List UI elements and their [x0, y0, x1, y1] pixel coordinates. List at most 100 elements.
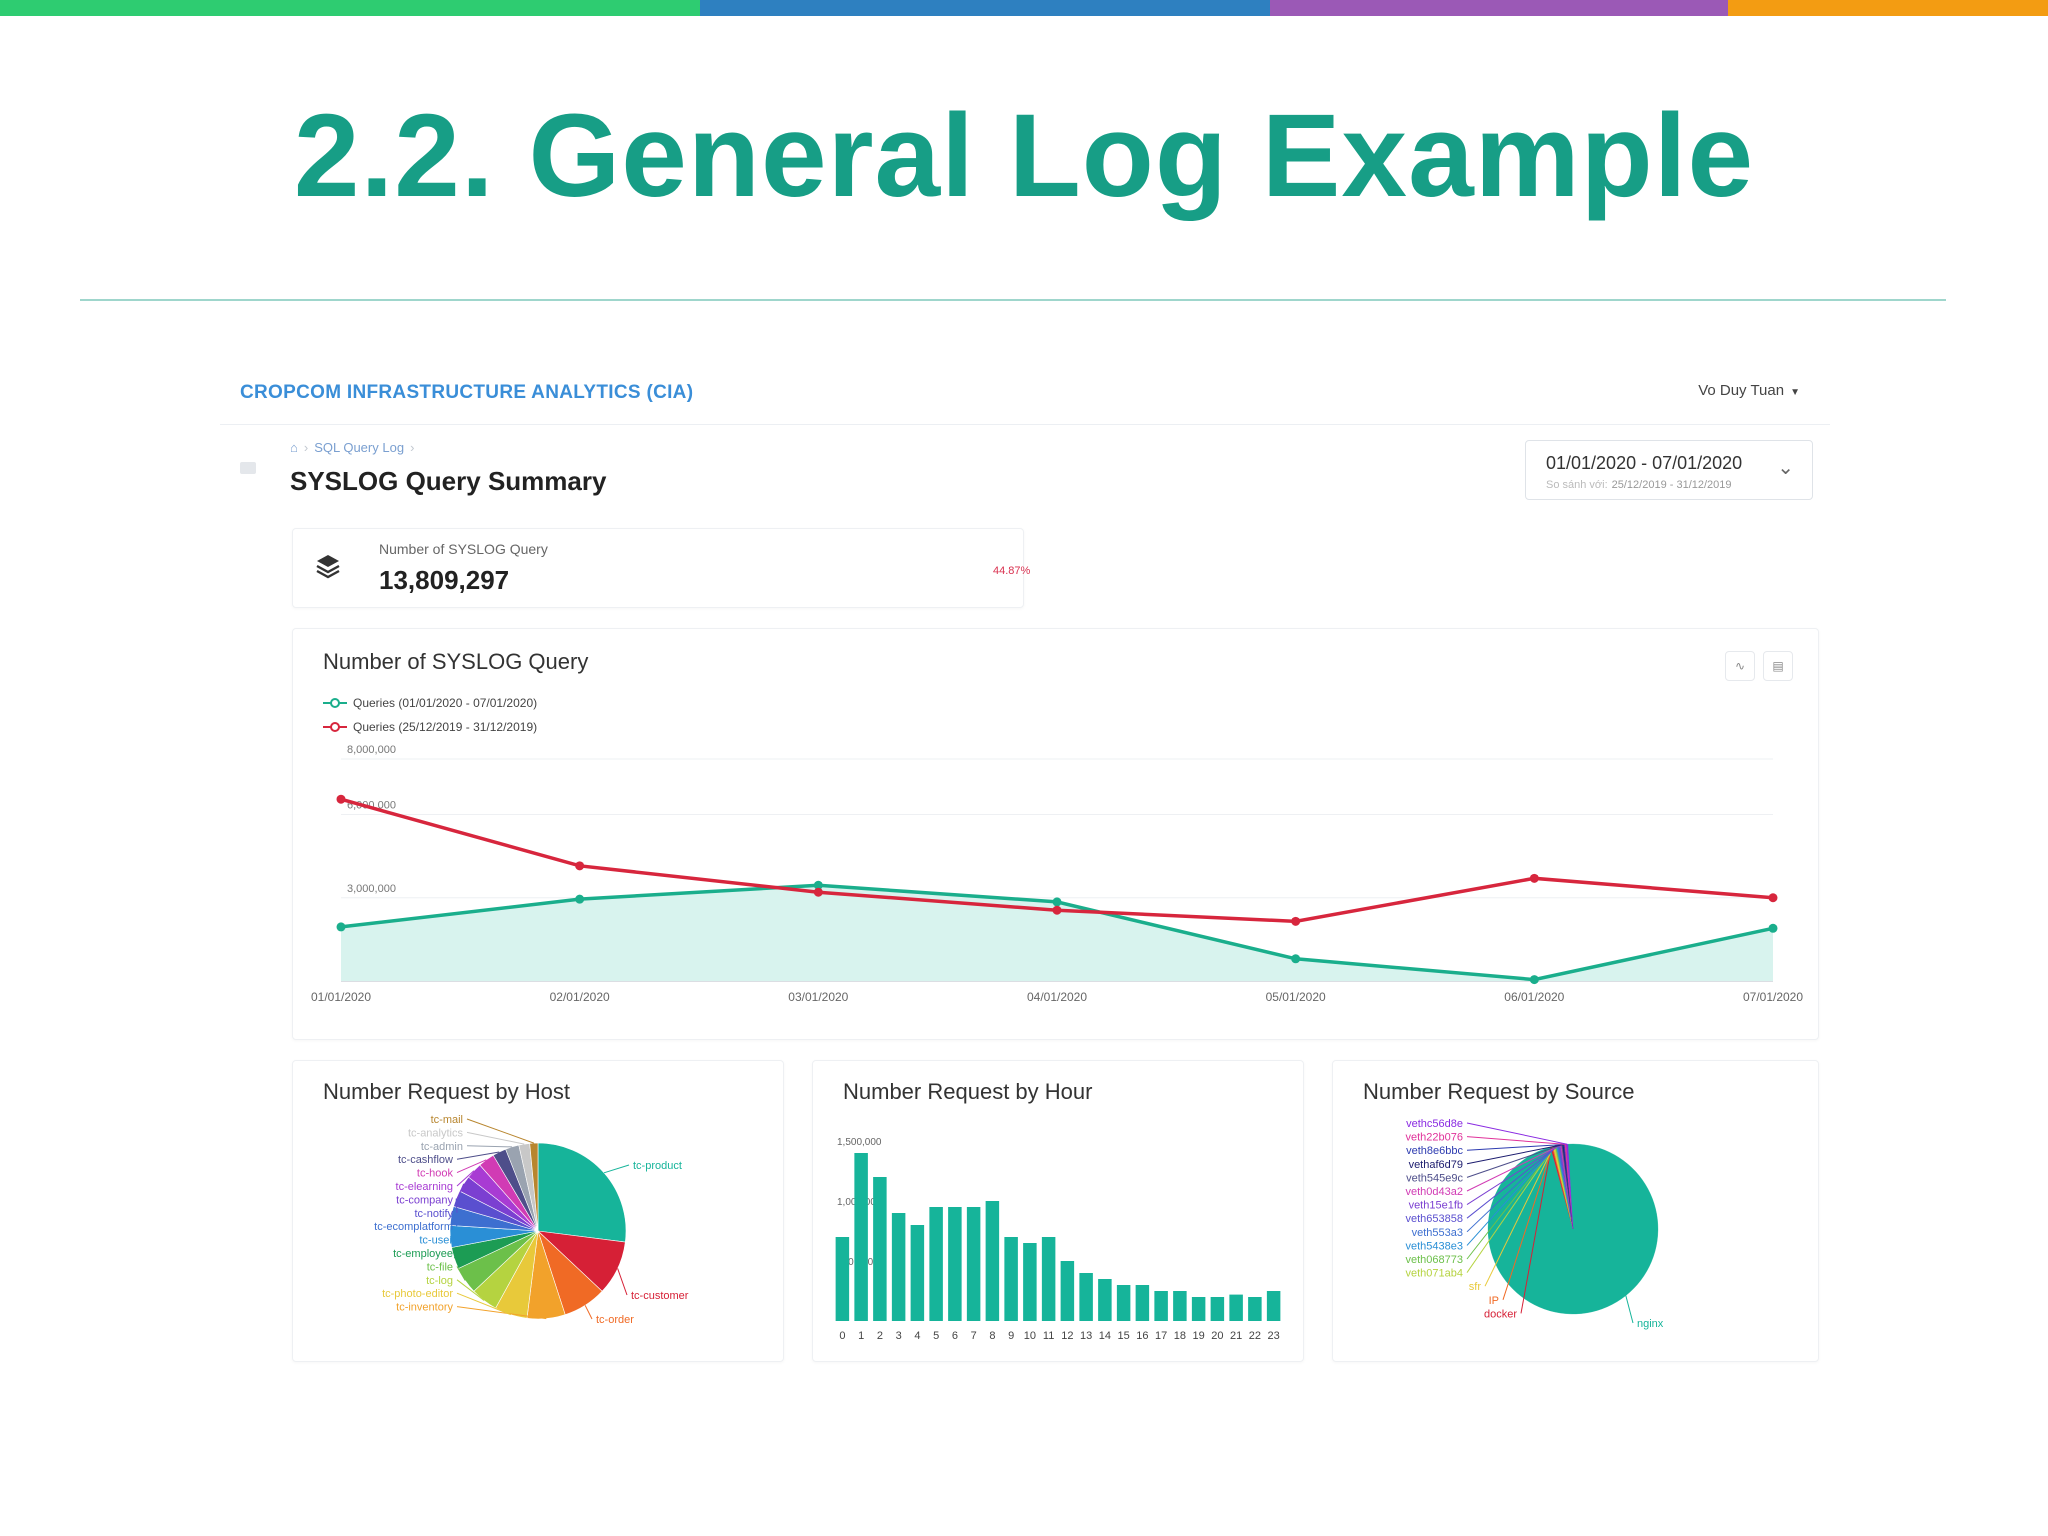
bar — [1116, 1285, 1131, 1321]
slice-label: tc-log — [426, 1275, 453, 1287]
x-tick-label: 03/01/2020 — [788, 990, 848, 1004]
label-leader — [456, 1183, 465, 1200]
bar — [1060, 1261, 1075, 1321]
label-leader — [1502, 1146, 1554, 1300]
bar — [1248, 1297, 1262, 1321]
x-tick-label: 06/01/2020 — [1504, 990, 1564, 1004]
slice-label: tc-ecomplatform — [374, 1221, 453, 1233]
y-tick-label: 8,000,000 — [347, 744, 396, 756]
slice-label: tc-customer — [631, 1290, 689, 1302]
slice-label: tc-product — [633, 1160, 682, 1172]
user-menu[interactable]: Vo Duy Tuan ▼ — [1698, 382, 1800, 399]
label-leader — [1484, 1146, 1555, 1287]
compare-range: So sánh với: 25/12/2019 - 31/12/2019 — [1546, 479, 1732, 491]
bar — [1004, 1237, 1018, 1321]
source-chart-card: nginx docker IP sfr veth071ab4 veth068773 veth… — [1332, 1060, 1819, 1362]
color-bar-green — [0, 0, 700, 16]
data-point — [575, 894, 585, 904]
chart-title: Number Request by Hour — [843, 1079, 1093, 1104]
slice-label: nginx — [1637, 1318, 1664, 1330]
label-leader — [1466, 1145, 1556, 1273]
x-tick-label: 18 — [1174, 1330, 1186, 1342]
brand-link[interactable]: CROPCOM INFRASTRUCTURE ANALYTICS (CIA) — [240, 382, 694, 403]
x-tick-label: 19 — [1193, 1330, 1205, 1342]
color-bar-purple — [1270, 0, 1728, 16]
label-leader — [1625, 1295, 1634, 1324]
bar — [1098, 1279, 1112, 1321]
color-bar-orange — [1728, 0, 2048, 16]
label-leader — [450, 1215, 458, 1227]
slice-label: tc-cashflow — [398, 1154, 453, 1166]
chevron-down-icon: ⌄ — [1777, 457, 1794, 479]
caret-down-icon: ▼ — [1790, 387, 1800, 398]
legend-item[interactable]: Queries (25/12/2019 - 31/12/2019) — [323, 715, 537, 739]
home-icon[interactable]: ⌂ — [290, 440, 298, 455]
label-leader — [617, 1268, 628, 1296]
chart-legend: Queries (01/01/2020 - 07/01/2020) Querie… — [323, 691, 537, 739]
x-tick-label: 7 — [971, 1330, 977, 1342]
data-point — [1768, 893, 1778, 903]
legend-label: Queries (25/12/2019 - 31/12/2019) — [353, 720, 538, 734]
data-point — [813, 887, 823, 897]
label-leader — [1466, 1144, 1561, 1206]
x-tick-label: 15 — [1118, 1330, 1130, 1342]
x-tick-label: 2 — [877, 1330, 883, 1342]
chart-title: Number of SYSLOG Query — [323, 649, 589, 674]
data-point — [1529, 975, 1539, 985]
data-point — [336, 922, 346, 932]
kpi-value: 13,809,297 — [379, 565, 510, 595]
kpi-card: Number of SYSLOG Query 13,809,297 44.87% — [292, 528, 1030, 608]
x-tick-label: 4 — [914, 1330, 920, 1342]
label-leader — [466, 1131, 525, 1145]
x-tick-label: 3 — [896, 1330, 902, 1342]
pie-slice — [1487, 1143, 1659, 1315]
bar-chart-icon[interactable]: ▤ — [1763, 651, 1793, 681]
label-leader — [456, 1266, 466, 1281]
slice-label: tc-analytics — [408, 1127, 464, 1139]
line-chart-icon[interactable]: ∿ — [1725, 651, 1755, 681]
x-tick-label: 10 — [1024, 1330, 1036, 1342]
slice-label: tc-order — [596, 1314, 634, 1326]
x-tick-label: 20 — [1211, 1330, 1223, 1342]
x-tick-label: 11 — [1043, 1330, 1054, 1342]
slice-label: tc-admin — [421, 1141, 463, 1153]
slice-label: tc-mail — [431, 1114, 463, 1126]
x-tick-label: 05/01/2020 — [1266, 990, 1326, 1004]
label-leader — [456, 1292, 511, 1316]
date-range-picker[interactable]: 01/01/2020 - 07/01/2020 So sánh với: 25/1… — [1525, 440, 1813, 500]
x-tick-label: 8 — [989, 1330, 995, 1342]
label-leader — [1466, 1143, 1565, 1151]
menu-icon[interactable] — [240, 462, 256, 474]
x-tick-label: 0 — [839, 1330, 845, 1342]
bar — [1173, 1291, 1187, 1321]
slice-label: tc-inventory — [396, 1302, 453, 1314]
breadcrumb-item-sql-query-log[interactable]: SQL Query Log — [314, 440, 405, 455]
bar — [854, 1153, 868, 1321]
label-leader — [1466, 1144, 1560, 1219]
line-chart: 8,000,000 6,000,000 3,000,000 01/01/2020 02/… — [311, 744, 1803, 1004]
x-tick-label: 04/01/2020 — [1027, 990, 1087, 1004]
y-tick-label: 6,000,000 — [347, 800, 396, 812]
slice-label: veth545e9c — [1406, 1172, 1463, 1184]
dashboard: CROPCOM INFRASTRUCTURE ANALYTICS (CIA) V… — [220, 360, 1830, 1370]
legend-item[interactable]: Queries (01/01/2020 - 07/01/2020) — [323, 691, 537, 715]
x-tick-label: 13 — [1080, 1330, 1092, 1342]
slice-label: sfr — [1469, 1281, 1482, 1293]
label-leader — [1466, 1145, 1557, 1260]
data-point — [813, 880, 823, 890]
x-tick-label: 16 — [1136, 1330, 1148, 1342]
data-point — [1052, 905, 1062, 915]
slice-label: tc-company — [396, 1194, 453, 1206]
bar — [948, 1207, 962, 1321]
slice-label: tc-user — [419, 1235, 453, 1247]
slice-label: veth0d43a2 — [1406, 1186, 1464, 1198]
chart-title: Number Request by Host — [323, 1079, 570, 1104]
data-point — [1768, 923, 1778, 933]
color-bar — [0, 0, 2048, 16]
page-title: SYSLOG Query Summary — [290, 466, 607, 496]
kpi-label: Number of SYSLOG Query — [379, 541, 548, 557]
bar — [835, 1237, 850, 1321]
label-leader — [603, 1164, 630, 1174]
bar — [891, 1213, 906, 1321]
